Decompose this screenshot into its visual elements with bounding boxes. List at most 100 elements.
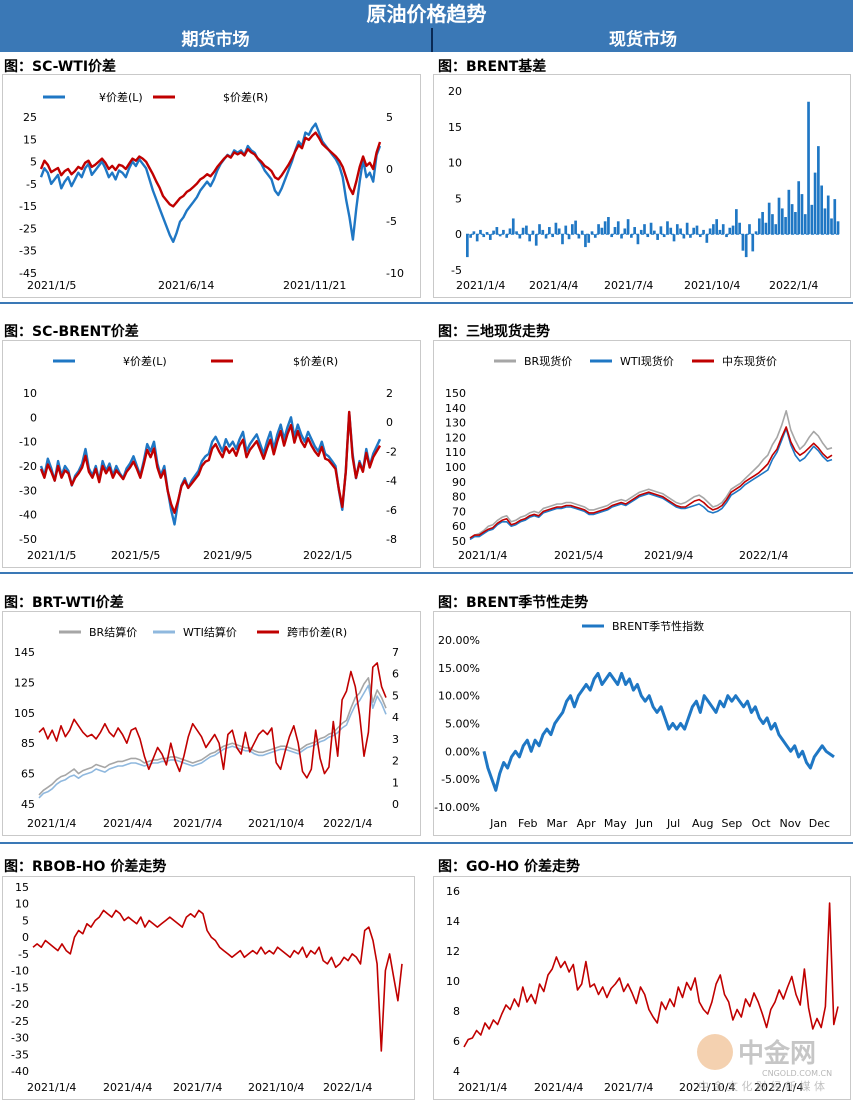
y-tick-label: 105 [14,707,35,720]
x-tick-label: 2021/7/4 [604,279,653,292]
legend-label: ¥价差(L) [123,354,167,368]
basis-bar [567,234,571,240]
basis-bar [646,234,650,238]
y-tick-label: 60 [452,520,466,533]
y-tick-label: 15 [23,133,37,146]
basis-bar [672,234,676,242]
y-tick-label: 50 [452,535,466,548]
y-tick-label: 85 [21,737,35,750]
basis-bar [715,219,719,235]
y-tick-label: 90 [452,476,466,489]
legend-label: $价差(R) [223,90,268,104]
y-tick-label: 45 [21,798,35,811]
basis-bar [623,228,627,235]
y2-tick-label: 7 [392,646,399,659]
basis-bar [561,234,564,245]
basis-bar [807,101,810,235]
y-tick-label: 5 [22,914,29,927]
panel-title-sc-brent: 图：SC-BRENT价差 [4,324,139,340]
y-tick-label: -40 [19,509,37,522]
y-tick-label: 4 [453,1065,460,1078]
series-line-1 [39,410,382,514]
series-line-2 [469,426,833,539]
y-tick-label: -30 [11,1032,29,1045]
y-tick-label: 145 [14,646,35,659]
chart-box: 15 10 5 0 -5 -10 -15 -20 -25 -30 -35 -40 2021/1/4 202… [2,876,415,1100]
y-tick-label: 10 [448,157,462,170]
y-tick-label: 70 [452,505,466,518]
y-tick-label: -10.00% [434,801,480,814]
basis-bar [479,229,482,235]
series-line-1 [39,131,382,208]
y2-tick-label: 0 [392,798,399,811]
x-tick-label: Feb [518,817,537,830]
basis-bar [820,185,823,235]
basis-bar [580,230,584,235]
y-tick-label: 80 [452,491,466,504]
x-tick-label: 2021/10/4 [684,279,740,292]
basis-bar [475,234,479,242]
basis-bar [757,218,761,235]
watermark-logo-text: 中金网 [738,1038,816,1069]
legend-label: 中东现货价 [722,354,777,368]
basis-bar [630,234,633,238]
y-tick-label: 8 [453,1005,460,1018]
basis-bar [708,228,712,235]
basis-bar [780,208,784,235]
x-tick-label: 2021/7/4 [173,1081,222,1094]
y-tick-label: 20 [448,85,462,98]
y-tick-label: -5.00% [441,773,480,786]
basis-bar [495,227,499,235]
basis-bar [774,224,778,235]
basis-bar [725,234,728,238]
basis-bar [639,229,643,235]
x-tick-label: 2021/4/4 [534,1081,583,1094]
basis-bar [748,224,751,235]
y-tick-label: 5.00% [445,718,480,731]
basis-bar [600,227,604,235]
basis-bar [689,234,692,238]
basis-bar [538,224,541,235]
y-tick-label: 0.00% [445,745,480,758]
row-divider [0,572,853,574]
basis-bar [787,189,791,235]
legend-label: WTI结算价 [183,625,237,639]
y-tick-label: 5 [455,192,462,205]
basis-bar [505,234,509,238]
x-tick-label: 2022/1/5 [303,549,352,562]
basis-bar [554,222,558,235]
basis-bar [534,234,538,246]
legend-label: BR现货价 [524,354,572,368]
y-tick-label: 110 [445,446,466,459]
basis-bar [656,234,659,240]
legend-label: 跨市价差(R) [287,625,347,639]
x-tick-label: 2021/1/4 [458,1081,507,1094]
y2-tick-label: -5 [386,215,397,228]
y-tick-label: 15 [448,121,462,134]
basis-bar [803,214,807,235]
chart-box: 145 125 105 85 65 45 7 6 5 4 3 2 1 0 2021/1/4 2021/4/4 2… [2,611,421,836]
basis-bar [754,231,758,235]
x-tick-label: 2021/9/5 [203,549,252,562]
y2-tick-label: -8 [386,533,397,546]
y-tick-label: 14 [446,915,460,928]
basis-bar [744,234,748,258]
y-tick-label: 130 [445,417,466,430]
basis-bar [613,227,617,235]
y-tick-label: -30 [19,484,37,497]
basis-bar [528,234,532,242]
basis-bar [633,227,636,235]
y-tick-label: 0 [22,931,29,944]
y-tick-label: 6 [453,1035,460,1048]
basis-bar [643,224,646,235]
x-tick-label: 2021/1/5 [27,549,76,562]
basis-bar [653,230,656,235]
y2-tick-label: -10 [386,267,404,280]
basis-bar [616,221,620,235]
legend-label: ¥价差(L) [99,90,143,104]
basis-bar [705,234,709,243]
y-tick-label: 140 [445,402,466,415]
sc-brent-spread-chart: 10 0 -10 -20 -30 -40 -50 2 0 -2 -4 -6 -8 2021/1/5 2021… [19,354,397,562]
basis-bar [548,227,551,235]
